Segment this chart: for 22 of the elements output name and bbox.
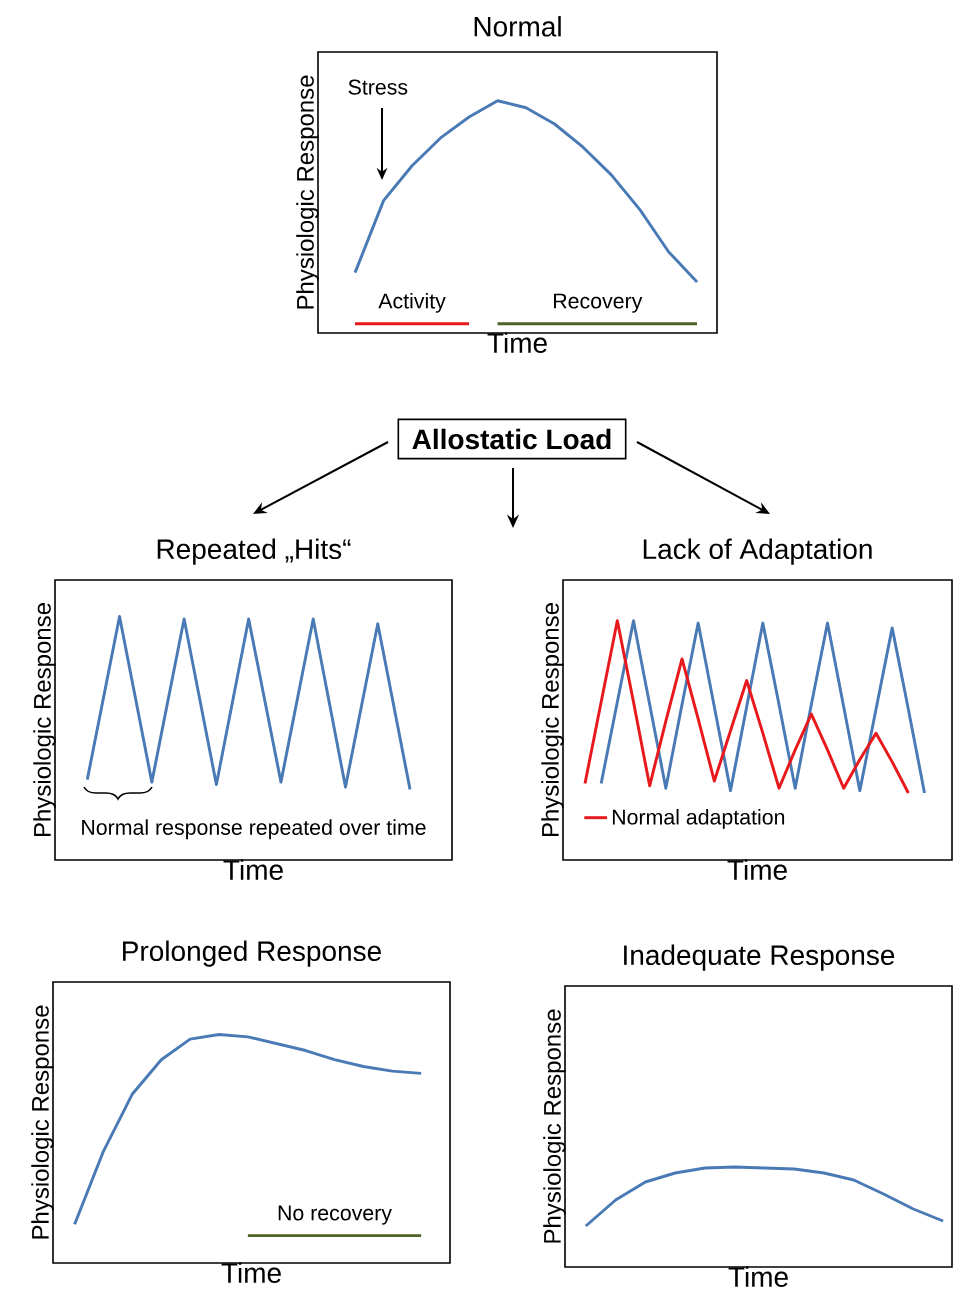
y-axis-title: Physiologic Response bbox=[541, 603, 564, 837]
text: Stress bbox=[348, 79, 408, 95]
legend-label: Normal adaptation bbox=[612, 808, 785, 829]
annotation: Normal response repeated over time bbox=[82, 819, 426, 840]
series-label: Activity bbox=[378, 292, 446, 313]
y-axis-title: Physiologic Response bbox=[33, 603, 56, 837]
y-axis-title: Physiologic Response bbox=[296, 75, 319, 309]
chart-title: Normal bbox=[474, 16, 561, 37]
chart-title: Lack of Adaptation bbox=[643, 538, 872, 565]
chart-title: Prolonged Response bbox=[123, 940, 381, 967]
x-axis-title: Time bbox=[727, 859, 787, 880]
y-axis-title: Physiologic Response bbox=[543, 1009, 566, 1243]
x-axis-title: Time bbox=[487, 332, 547, 353]
x-axis-title: Time bbox=[223, 859, 283, 880]
series-label: No recovery bbox=[278, 1205, 392, 1225]
chart-title: Repeated „Hits“ bbox=[157, 538, 351, 565]
x-axis-title: Time bbox=[221, 1262, 281, 1283]
y-axis-title: Physiologic Response bbox=[31, 1005, 54, 1239]
x-axis-title: Time bbox=[728, 1266, 788, 1287]
text: Allostatic Load bbox=[412, 428, 611, 450]
chart-title: Inadequate Response bbox=[624, 944, 895, 971]
series-label: Recovery bbox=[554, 293, 643, 313]
